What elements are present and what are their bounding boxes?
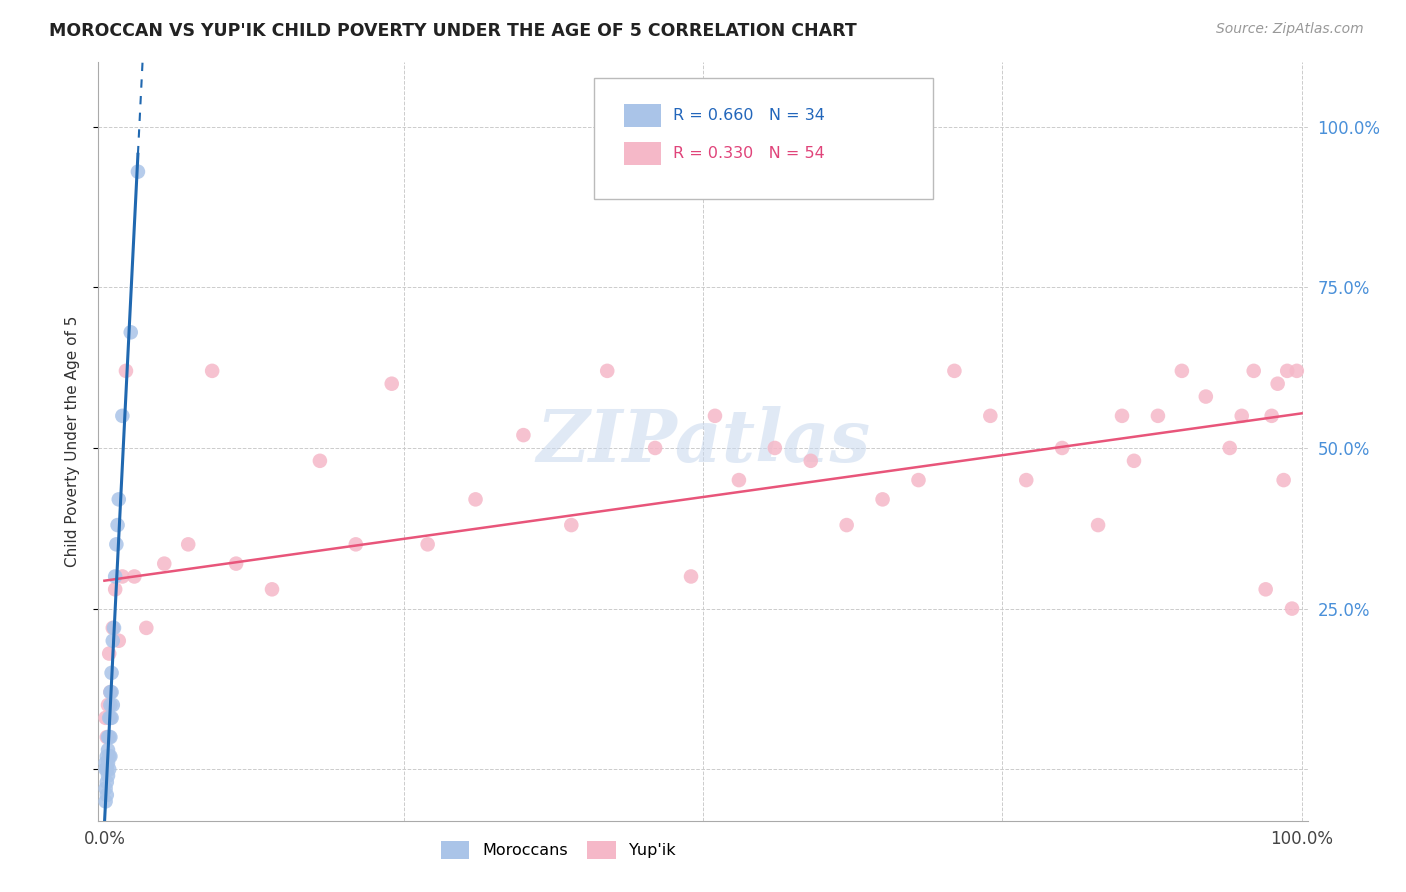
- Point: [100, 730, 122, 744]
- Point: [704, 409, 727, 423]
- Point: [105, 537, 128, 551]
- Point: [872, 492, 894, 507]
- Point: [1267, 376, 1289, 391]
- Point: [97, 730, 120, 744]
- Point: [96, 762, 118, 776]
- Point: [1285, 364, 1308, 378]
- Point: [100, 685, 122, 699]
- Point: [100, 711, 122, 725]
- Point: [644, 441, 666, 455]
- Text: R = 0.660   N = 34: R = 0.660 N = 34: [672, 108, 825, 123]
- Point: [943, 364, 966, 378]
- Point: [98, 749, 121, 764]
- Point: [101, 698, 124, 712]
- Point: [103, 621, 125, 635]
- Point: [101, 633, 124, 648]
- Point: [97, 743, 120, 757]
- Point: [96, 788, 118, 802]
- Point: [107, 633, 129, 648]
- Point: [94, 762, 117, 776]
- Point: [763, 441, 786, 455]
- Point: [94, 711, 117, 725]
- Point: [1123, 454, 1146, 468]
- Point: [1243, 364, 1265, 378]
- Point: [100, 711, 122, 725]
- Point: [96, 775, 118, 789]
- Point: [107, 518, 129, 533]
- Point: [225, 557, 247, 571]
- Point: [98, 647, 121, 661]
- Point: [104, 582, 127, 597]
- Point: [100, 698, 122, 712]
- Point: [1147, 409, 1170, 423]
- Point: [679, 569, 702, 583]
- Point: [98, 711, 121, 725]
- Point: [177, 537, 200, 551]
- Point: [260, 582, 283, 597]
- Point: [127, 164, 149, 178]
- Point: [1015, 473, 1038, 487]
- Point: [124, 569, 146, 583]
- Point: [97, 756, 120, 770]
- Point: [1272, 473, 1295, 487]
- Text: Source: ZipAtlas.com: Source: ZipAtlas.com: [1216, 22, 1364, 37]
- Text: ZIPatlas: ZIPatlas: [536, 406, 870, 477]
- Point: [100, 749, 122, 764]
- Point: [111, 409, 134, 423]
- Point: [104, 569, 127, 583]
- Point: [979, 409, 1001, 423]
- Point: [596, 364, 619, 378]
- Point: [835, 518, 858, 533]
- Point: [1219, 441, 1241, 455]
- Point: [98, 730, 121, 744]
- Point: [100, 665, 122, 680]
- Point: [1111, 409, 1133, 423]
- Point: [560, 518, 582, 533]
- Point: [1230, 409, 1253, 423]
- Point: [381, 376, 404, 391]
- Point: [907, 473, 929, 487]
- Point: [100, 685, 122, 699]
- Point: [97, 769, 120, 783]
- FancyBboxPatch shape: [624, 104, 661, 127]
- Point: [201, 364, 224, 378]
- Point: [101, 621, 124, 635]
- Point: [1281, 601, 1303, 615]
- Point: [1254, 582, 1277, 597]
- Point: [94, 781, 117, 796]
- FancyBboxPatch shape: [624, 142, 661, 165]
- Point: [728, 473, 751, 487]
- Point: [94, 756, 117, 770]
- Point: [1087, 518, 1109, 533]
- Point: [120, 326, 142, 340]
- Point: [96, 749, 118, 764]
- Point: [98, 762, 121, 776]
- Text: MOROCCAN VS YUP'IK CHILD POVERTY UNDER THE AGE OF 5 CORRELATION CHART: MOROCCAN VS YUP'IK CHILD POVERTY UNDER T…: [49, 22, 858, 40]
- Point: [1260, 409, 1282, 423]
- Point: [1171, 364, 1194, 378]
- Point: [153, 557, 176, 571]
- Point: [100, 685, 122, 699]
- Point: [115, 364, 138, 378]
- Legend: Moroccans, Yup'ik: Moroccans, Yup'ik: [434, 835, 682, 866]
- Point: [309, 454, 332, 468]
- Point: [464, 492, 486, 507]
- Point: [96, 730, 118, 744]
- Y-axis label: Child Poverty Under the Age of 5: Child Poverty Under the Age of 5: [65, 316, 80, 567]
- Point: [416, 537, 439, 551]
- Point: [97, 698, 120, 712]
- Text: R = 0.330   N = 54: R = 0.330 N = 54: [672, 146, 824, 161]
- Point: [111, 569, 134, 583]
- Point: [1277, 364, 1299, 378]
- Point: [512, 428, 534, 442]
- Point: [135, 621, 157, 635]
- Point: [107, 492, 129, 507]
- Point: [344, 537, 367, 551]
- Point: [1050, 441, 1073, 455]
- Point: [1195, 390, 1218, 404]
- Point: [94, 794, 117, 808]
- Point: [800, 454, 823, 468]
- FancyBboxPatch shape: [595, 78, 932, 199]
